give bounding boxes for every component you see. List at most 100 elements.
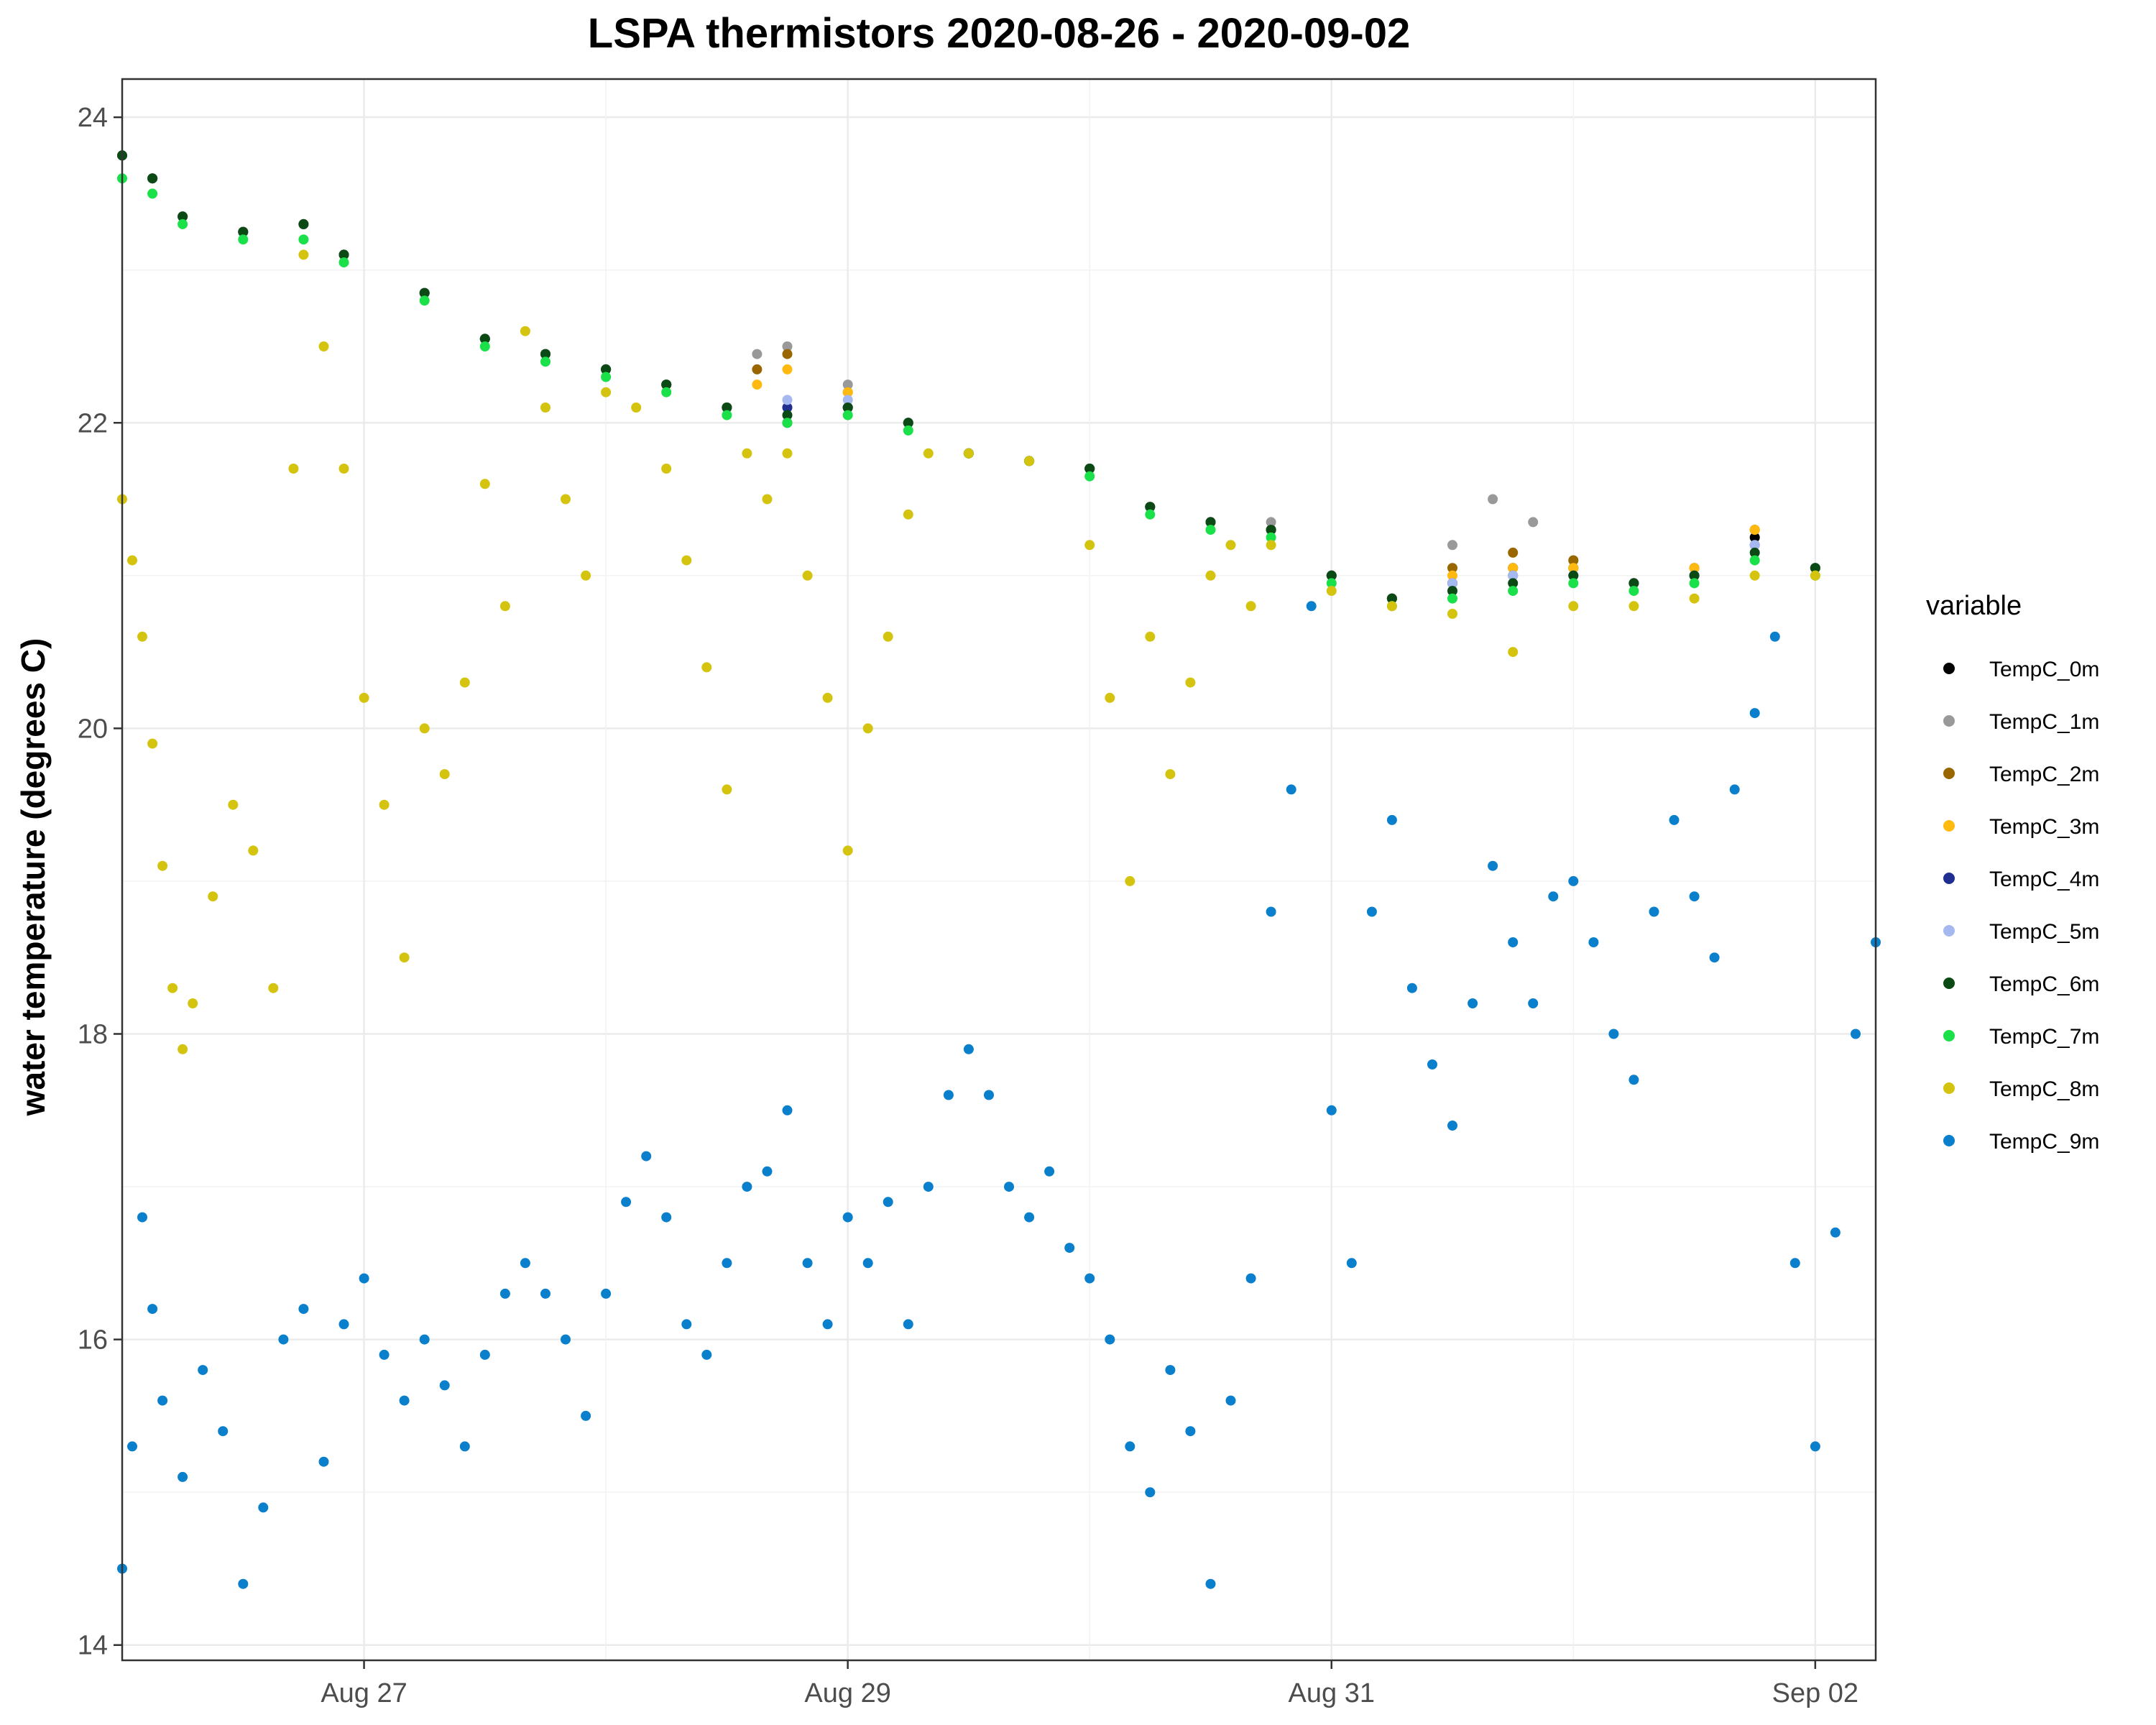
data-point	[903, 1319, 913, 1330]
legend-key	[1943, 768, 1955, 779]
data-point	[1528, 998, 1539, 1008]
data-point	[1749, 708, 1760, 719]
data-point	[862, 1258, 873, 1269]
legend-key	[1943, 873, 1955, 884]
data-point	[752, 364, 763, 374]
data-point	[288, 464, 299, 474]
data-point	[1628, 1075, 1639, 1085]
legend-label: TempC_6m	[1989, 972, 2099, 996]
data-point	[681, 555, 692, 566]
data-point	[903, 425, 913, 436]
data-point	[379, 1349, 390, 1360]
data-point	[1084, 464, 1095, 474]
data-point	[883, 1197, 893, 1208]
data-point	[681, 1319, 692, 1330]
x-tick-label: Aug 27	[321, 1678, 407, 1708]
data-point	[1729, 784, 1740, 795]
data-point	[1649, 906, 1659, 917]
data-point	[1447, 563, 1457, 574]
data-point	[1548, 891, 1559, 902]
data-point	[1749, 532, 1760, 543]
y-tick-label: 18	[78, 1020, 108, 1050]
y-tick-label: 22	[78, 408, 108, 438]
axes: 14 16 18 20 22 24 Aug 27 Aug 29 Aug 31 Sep 02	[78, 103, 1858, 1708]
data-point	[722, 410, 732, 420]
data-point	[157, 1395, 168, 1406]
data-point	[963, 1044, 974, 1054]
x-tick-label: Aug 31	[1289, 1678, 1375, 1708]
legend-key	[1943, 1030, 1955, 1041]
data-point	[701, 662, 712, 673]
data-point	[842, 410, 853, 420]
data-point	[248, 845, 259, 856]
legend-label: TempC_1m	[1989, 710, 2099, 734]
data-point	[338, 249, 349, 260]
data-point	[1830, 1227, 1841, 1238]
data-point	[278, 1334, 289, 1345]
legend-key	[1943, 978, 1955, 989]
data-point	[127, 555, 137, 566]
data-point	[399, 952, 410, 963]
data-point	[238, 226, 249, 237]
data-point	[903, 509, 913, 520]
data-point	[1568, 555, 1579, 566]
data-point	[298, 249, 309, 260]
data-point	[661, 380, 672, 390]
y-tick-label: 24	[78, 103, 108, 133]
data-point	[1326, 586, 1337, 597]
data-point	[540, 1288, 550, 1299]
data-point	[1447, 578, 1457, 589]
data-point	[1366, 906, 1377, 917]
data-point	[238, 234, 249, 245]
data-point	[1447, 570, 1457, 581]
data-point	[1689, 891, 1700, 902]
data-point	[782, 364, 793, 374]
data-point	[661, 464, 672, 474]
data-point	[581, 1410, 591, 1421]
data-point	[1165, 769, 1176, 780]
data-point	[842, 387, 853, 397]
data-point	[581, 570, 591, 581]
data-point	[318, 341, 329, 351]
x-tick-label: Sep 02	[1772, 1678, 1858, 1708]
data-point	[1105, 692, 1115, 703]
data-point	[359, 692, 369, 703]
data-point	[1225, 1395, 1236, 1406]
data-point	[540, 402, 550, 413]
chart-title: LSPA thermistors 2020-08-26 - 2020-09-02	[588, 10, 1410, 57]
data-point	[1326, 570, 1337, 581]
data-point	[147, 738, 158, 749]
data-point	[1588, 937, 1599, 947]
series-TempC_9m	[117, 601, 1881, 1589]
data-point	[1084, 471, 1095, 482]
data-point	[1749, 547, 1760, 558]
data-point	[722, 784, 732, 795]
data-point	[963, 448, 974, 459]
data-point	[167, 983, 178, 993]
data-point	[178, 1471, 188, 1482]
legend-label: TempC_4m	[1989, 868, 2099, 891]
y-tick-label: 16	[78, 1325, 108, 1356]
data-point	[1749, 555, 1760, 566]
data-point	[1326, 578, 1337, 589]
data-point	[601, 387, 612, 397]
y-tick-label: 14	[78, 1631, 108, 1661]
data-point	[1165, 1365, 1176, 1376]
data-point	[1406, 983, 1417, 993]
data-point	[762, 1166, 773, 1177]
data-point	[208, 891, 218, 902]
data-point	[641, 1151, 652, 1162]
data-point	[1488, 494, 1498, 505]
data-point	[268, 983, 279, 993]
data-point	[621, 1197, 632, 1208]
data-point	[1125, 875, 1135, 886]
data-point	[1447, 609, 1457, 619]
data-point	[1689, 570, 1700, 581]
data-point	[1225, 540, 1236, 551]
data-point	[419, 295, 430, 306]
data-point	[1689, 578, 1700, 589]
data-point	[561, 1334, 571, 1345]
data-point	[782, 402, 793, 413]
